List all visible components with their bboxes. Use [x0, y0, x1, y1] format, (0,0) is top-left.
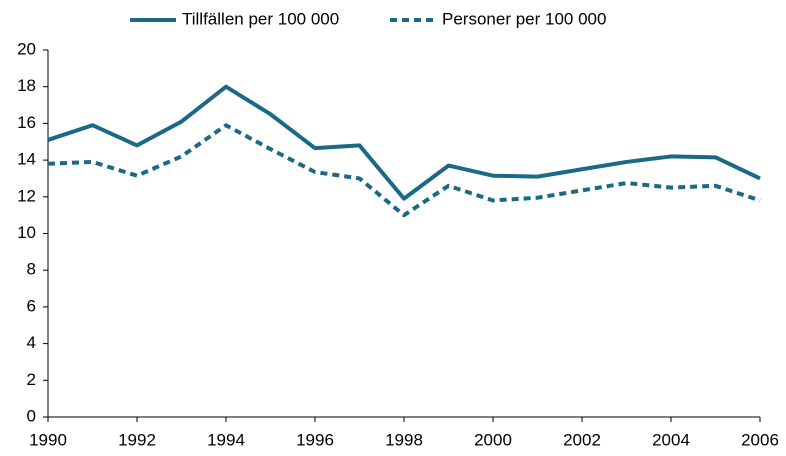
x-tick-label: 1998 [385, 430, 423, 449]
y-tick-label: 18 [17, 76, 36, 95]
x-tick-label: 1996 [296, 430, 334, 449]
x-tick-label: 2000 [474, 430, 512, 449]
y-tick-label: 0 [27, 406, 36, 425]
x-tick-label: 2006 [741, 430, 779, 449]
y-tick-label: 8 [27, 260, 36, 279]
y-tick-label: 14 [17, 150, 36, 169]
y-tick-label: 12 [17, 186, 36, 205]
x-tick-label: 1994 [207, 430, 245, 449]
y-tick-label: 10 [17, 223, 36, 242]
y-tick-label: 2 [27, 370, 36, 389]
legend-label: Tillfällen per 100 000 [182, 9, 339, 28]
y-tick-label: 4 [27, 333, 36, 352]
series-line [47, 84, 761, 201]
series-line [47, 123, 761, 218]
y-tick-label: 6 [27, 296, 36, 315]
x-tick-label: 1992 [118, 430, 156, 449]
x-tick-label: 1990 [29, 430, 67, 449]
y-tick-label: 20 [17, 39, 36, 58]
legend-label: Personer per 100 000 [442, 9, 606, 28]
x-tick-label: 2004 [652, 430, 690, 449]
y-tick-label: 16 [17, 113, 36, 132]
x-tick-label: 2002 [563, 430, 601, 449]
